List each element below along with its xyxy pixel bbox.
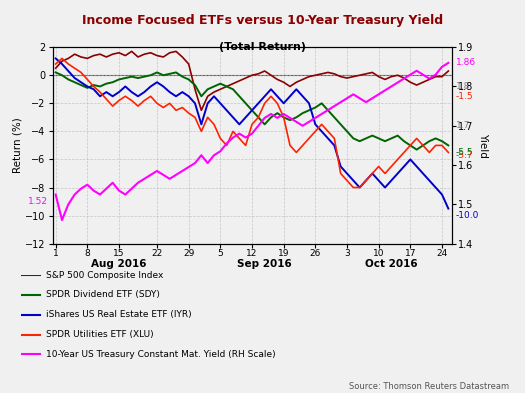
Text: -10.0: -10.0 — [456, 211, 479, 220]
Text: S&P 500 Composite Index: S&P 500 Composite Index — [46, 271, 164, 279]
Text: 10-Year US Treasury Constant Mat. Yield (RH Scale): 10-Year US Treasury Constant Mat. Yield … — [46, 350, 276, 359]
Text: (Total Return): (Total Return) — [219, 42, 306, 52]
Text: 1.8: 1.8 — [456, 82, 470, 91]
Text: Income Focused ETFs versus 10-Year Treasury Yield: Income Focused ETFs versus 10-Year Treas… — [82, 14, 443, 27]
Text: Source: Thomson Reuters Datastream: Source: Thomson Reuters Datastream — [349, 382, 509, 391]
Y-axis label: Yield: Yield — [478, 133, 488, 158]
Text: SPDR Dividend ETF (SDY): SPDR Dividend ETF (SDY) — [46, 290, 160, 299]
Text: Oct 2016: Oct 2016 — [365, 259, 418, 269]
Text: 1.52: 1.52 — [28, 197, 48, 206]
Text: 1.86: 1.86 — [456, 59, 476, 67]
Text: -5.5: -5.5 — [456, 148, 474, 157]
Text: 1.7: 1.7 — [456, 121, 470, 130]
Text: Sep 2016: Sep 2016 — [237, 259, 292, 269]
Text: SPDR Utilities ETF (XLU): SPDR Utilities ETF (XLU) — [46, 330, 154, 339]
Text: Aug 2016: Aug 2016 — [91, 259, 147, 269]
Text: -5.7: -5.7 — [456, 151, 474, 160]
Y-axis label: Return (%): Return (%) — [12, 118, 22, 173]
Text: iShares US Real Estate ETF (IYR): iShares US Real Estate ETF (IYR) — [46, 310, 192, 319]
Text: -1.5: -1.5 — [456, 92, 474, 101]
